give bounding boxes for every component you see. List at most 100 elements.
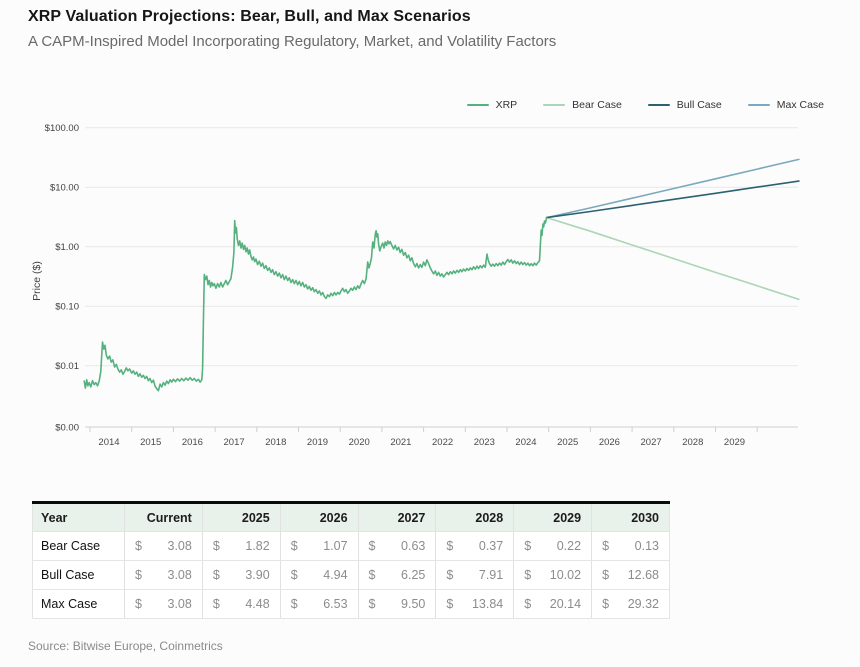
- legend-item-xrp: XRP: [466, 99, 518, 111]
- max-case-line: [545, 158, 800, 219]
- y-tick-label: $0.00: [55, 423, 79, 434]
- legend-label: Bear Case: [572, 99, 622, 111]
- price-value: 20.14: [549, 597, 582, 611]
- bull-case-line: [545, 180, 800, 219]
- table-row-bear-case: Bear Case $3.08 $1.82 $1.07 $0.63 $0.37 $0.22 $…: [32, 531, 670, 561]
- value-cell: $3.08: [124, 560, 203, 590]
- value-cell: $6.53: [279, 589, 359, 619]
- currency-symbol: $: [212, 539, 220, 553]
- x-tick-label: 2028: [682, 437, 703, 448]
- x-tick-label: 2017: [224, 437, 245, 448]
- price-value: 4.94: [323, 568, 348, 582]
- table-header-cell: Current: [124, 502, 203, 532]
- x-tick-label: 2025: [557, 437, 578, 448]
- x-tick-label: 2019: [307, 437, 328, 448]
- currency-symbol: $: [524, 597, 532, 611]
- price-value: 6.53: [323, 597, 348, 611]
- price-value: 6.25: [401, 568, 426, 582]
- projection-table-wrap: Year Current 2025 2026 2027 2028 2029 2030 Bear…: [32, 501, 670, 619]
- table-header-cell: 2030: [591, 502, 670, 532]
- bear-case-line: [545, 216, 800, 301]
- legend-label: Max Case: [776, 99, 824, 111]
- currency-symbol: $: [446, 597, 454, 611]
- value-cell: $10.02: [513, 560, 592, 590]
- currency-symbol: $: [135, 568, 142, 582]
- price-chart: $100.00 $10.00 $1.00 $0.10 $0.01 $0.00 Price (…: [31, 123, 800, 448]
- table-head: Year Current 2025 2026 2027 2028 2029 2030: [32, 502, 670, 532]
- value-cell: $29.32: [591, 589, 670, 619]
- price-value: 7.91: [478, 568, 504, 582]
- value-cell: $3.08: [124, 531, 203, 561]
- table-header-cell: 2028: [435, 502, 514, 532]
- value-cell: $1.07: [279, 531, 359, 561]
- price-value: 13.84: [471, 597, 504, 611]
- xrp-line: [83, 216, 548, 392]
- table-header-cell: 2025: [201, 502, 281, 532]
- currency-symbol: $: [524, 539, 532, 553]
- legend-swatch-max: [747, 103, 770, 107]
- currency-symbol: $: [446, 568, 454, 582]
- x-tick-label: 2027: [641, 437, 662, 448]
- price-value: 0.37: [478, 539, 504, 553]
- row-label: Max Case: [32, 589, 125, 619]
- value-cell: $0.63: [357, 531, 436, 561]
- y-axis-title: Price ($): [31, 261, 43, 301]
- x-tick-label: 2026: [599, 437, 620, 448]
- value-cell: $12.68: [591, 560, 670, 590]
- currency-symbol: $: [602, 568, 610, 582]
- legend-swatch-bear: [543, 103, 566, 107]
- value-cell: $20.14: [513, 589, 592, 619]
- price-value: 10.02: [549, 568, 582, 582]
- price-value: 12.68: [627, 568, 659, 582]
- table-header-cell: Year: [32, 502, 125, 532]
- y-tick-label: $100.00: [45, 123, 79, 134]
- table-row-max-case: Max Case $3.08 $4.48 $6.53 $9.50 $13.84 $20.14…: [32, 589, 670, 619]
- price-value: 1.82: [245, 539, 270, 553]
- x-tick-label: 2023: [474, 437, 495, 448]
- table-row-bull-case: Bull Case $3.08 $3.90 $4.94 $6.25 $7.91 $10.02…: [32, 560, 670, 590]
- price-value: 3.08: [167, 568, 192, 582]
- legend-item-bear-case: Bear Case: [543, 99, 622, 111]
- currency-symbol: $: [524, 568, 532, 582]
- value-cell: $13.84: [435, 589, 514, 619]
- currency-symbol: $: [212, 597, 220, 611]
- value-cell: $0.13: [591, 531, 670, 561]
- currency-symbol: $: [135, 539, 142, 553]
- price-value: 0.63: [401, 539, 426, 553]
- currency-symbol: $: [212, 568, 220, 582]
- price-value: 9.50: [401, 597, 426, 611]
- currency-symbol: $: [368, 539, 376, 553]
- value-cell: $6.25: [357, 560, 436, 590]
- row-label: Bull Case: [32, 560, 125, 590]
- y-tick-label: $10.00: [50, 183, 79, 194]
- value-cell: $0.37: [435, 531, 514, 561]
- page-title: XRP Valuation Projections: Bear, Bull, a…: [28, 8, 471, 25]
- currency-symbol: $: [602, 597, 610, 611]
- price-value: 1.07: [323, 539, 348, 553]
- price-value: 29.32: [627, 597, 659, 611]
- source-note: Source: Bitwise Europe, Coinmetrics: [28, 639, 223, 653]
- currency-symbol: $: [290, 568, 298, 582]
- currency-symbol: $: [290, 597, 298, 611]
- currency-symbol: $: [602, 539, 610, 553]
- table-header-row: Year Current 2025 2026 2027 2028 2029 2030: [32, 502, 670, 532]
- legend-label: XRP: [495, 99, 518, 111]
- value-cell: $4.94: [279, 560, 359, 590]
- price-value: 4.48: [245, 597, 270, 611]
- row-label: Bear Case: [32, 531, 125, 561]
- value-cell: $3.08: [124, 589, 203, 619]
- value-cell: $0.22: [513, 531, 592, 561]
- x-tick-label: 2015: [140, 437, 161, 448]
- price-value: 3.90: [245, 568, 270, 582]
- value-cell: $9.50: [357, 589, 436, 619]
- currency-symbol: $: [368, 597, 376, 611]
- x-tick-label: 2022: [432, 437, 453, 448]
- x-tick-label: 2018: [265, 437, 286, 448]
- value-cell: $4.48: [201, 589, 281, 619]
- x-tick-label: 2024: [515, 437, 536, 448]
- currency-symbol: $: [135, 597, 142, 611]
- currency-symbol: $: [446, 539, 454, 553]
- y-tick-label: $1.00: [55, 242, 79, 253]
- table-header-cell: 2029: [513, 502, 592, 532]
